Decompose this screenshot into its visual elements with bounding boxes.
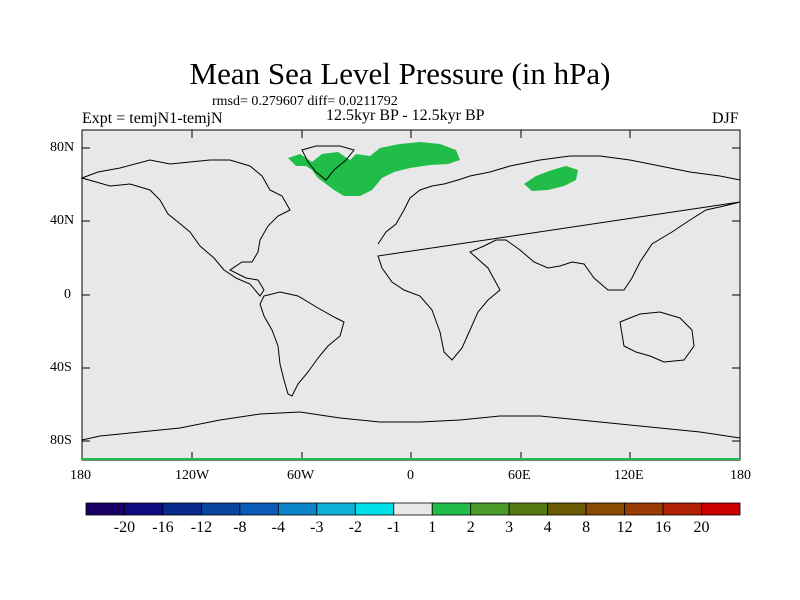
season-label: DJF — [712, 110, 739, 127]
experiment-label: Expt = temjN1-temjN — [82, 110, 223, 127]
colorbar — [85, 502, 741, 516]
coast-antarctica — [81, 411, 741, 441]
period-label: 12.5kyr BP - 12.5kyr BP — [326, 107, 485, 124]
lon-tick-60e: 60E — [508, 468, 531, 483]
colorbar-label-10: 3 — [505, 519, 514, 536]
lon-tick-0: 0 — [407, 468, 414, 483]
coast-north-america — [80, 159, 291, 297]
colorbar-label-14: 16 — [655, 519, 672, 536]
coast-eurasia-africa — [377, 155, 741, 361]
colorbar-label-0: -20 — [113, 519, 136, 536]
colorbar-label-1: -16 — [152, 519, 174, 536]
colorbar-label-5: -3 — [310, 519, 324, 536]
lat-tick-40n: 40N — [50, 213, 75, 228]
colorbar-box-16 — [701, 502, 741, 516]
colorbar-label-6: -2 — [348, 519, 362, 536]
colorbar-label-2: -12 — [190, 519, 213, 536]
lat-tick-40s: 40S — [50, 360, 72, 375]
colorbar-box-13 — [585, 502, 625, 516]
colorbar-box-1 — [124, 502, 164, 516]
colorbar-box-7 — [354, 502, 395, 516]
anomaly-region-north-atlantic — [288, 142, 460, 196]
colorbar-label-13: 12 — [616, 519, 633, 536]
colorbar-box-15 — [662, 502, 702, 516]
lon-tick-60w: 60W — [287, 468, 315, 483]
colorbar-box-6 — [316, 502, 356, 516]
lon-tick-180w: 180 — [70, 468, 91, 483]
stats-text: rmsd= 0.279607 diff= 0.0211792 — [212, 94, 398, 109]
colorbar-box-3 — [201, 502, 241, 516]
colorbar-box-14 — [624, 502, 664, 516]
colorbar-box-12 — [547, 502, 587, 516]
colorbar-label-11: 4 — [543, 519, 552, 536]
lat-tick-80n: 80N — [50, 140, 75, 155]
lat-tick-80s: 80S — [50, 433, 72, 448]
coast-south-america — [259, 291, 345, 397]
colorbar-label-12: 8 — [582, 519, 591, 536]
coast-greenland — [301, 145, 355, 181]
map-plot-area — [81, 129, 741, 461]
colorbar-box-5 — [277, 502, 318, 516]
lat-tick-0: 0 — [64, 287, 71, 302]
colorbar-label-8: 1 — [428, 519, 437, 536]
colorbar-box-0 — [85, 502, 125, 516]
colorbar-box-8 — [393, 502, 433, 516]
colorbar-box-11 — [508, 502, 549, 516]
map-title: Mean Sea Level Pressure (in hPa) — [189, 56, 611, 91]
lon-tick-120e: 120E — [614, 468, 644, 483]
colorbar-box-2 — [162, 502, 202, 516]
colorbar-box-10 — [470, 502, 510, 516]
colorbar-label-9: 2 — [466, 519, 475, 536]
colorbar-box-4 — [239, 502, 279, 516]
anomaly-region-siberia — [524, 166, 578, 191]
lon-tick-180e: 180 — [730, 468, 751, 483]
colorbar-label-15: 20 — [693, 519, 710, 536]
coast-australia — [619, 311, 695, 363]
lon-tick-120w: 120W — [175, 468, 210, 483]
anomaly-regions — [288, 142, 578, 196]
colorbar-label-4: -4 — [271, 519, 286, 536]
colorbar-box-9 — [431, 502, 472, 516]
coastlines — [80, 145, 741, 441]
colorbar-label-7: -1 — [387, 519, 401, 536]
colorbar-label-3: -8 — [233, 519, 247, 536]
